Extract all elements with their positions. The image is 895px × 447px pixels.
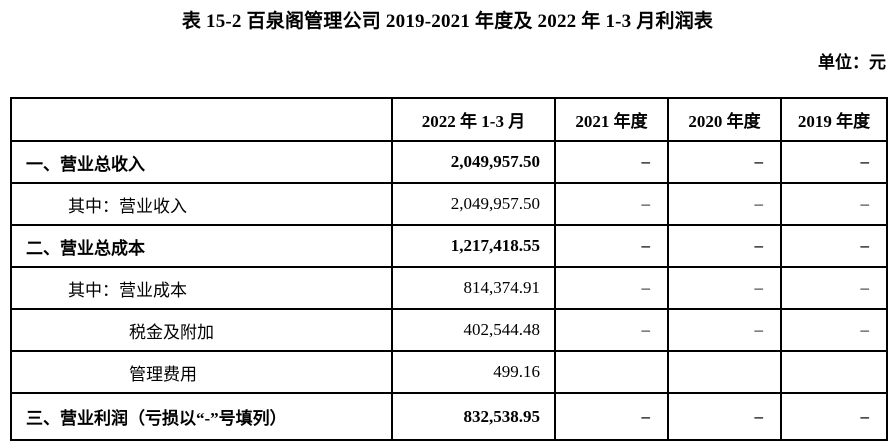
value-2020: – (667, 224, 782, 268)
value-2019 (780, 350, 888, 394)
row-label: 二、营业总成本 (10, 224, 393, 268)
value-2021 (554, 350, 669, 394)
row-label: 税金及附加 (10, 308, 393, 352)
value-2019: – (780, 140, 888, 184)
value-2021: – (554, 224, 669, 268)
value-2022: 402,544.48 (391, 308, 556, 352)
value-2022: 1,217,418.55 (391, 224, 556, 268)
row-label: 其中：营业成本 (10, 266, 393, 310)
value-2020: – (667, 392, 782, 441)
value-2022: 499.16 (391, 350, 556, 394)
row-label: 三、营业利润（亏损以“-”号填列） (10, 392, 393, 441)
value-2022: 2,049,957.50 (391, 140, 556, 184)
value-2019: – (780, 308, 888, 352)
header-item-cell (10, 97, 393, 142)
value-2022: 2,049,957.50 (391, 182, 556, 226)
table-header-row: 2022 年 1-3 月 2021 年度 2020 年度 2019 年度 (10, 97, 888, 142)
document-title: 表 15-2 百泉阁管理公司 2019-2021 年度及 2022 年 1-3 … (181, 11, 714, 32)
header-2021: 2021 年度 (554, 97, 669, 142)
value-2019: – (780, 224, 888, 268)
header-2020: 2020 年度 (667, 97, 782, 142)
unit-label: 单位：元 (818, 53, 886, 72)
value-2019: – (780, 392, 888, 441)
value-2020 (667, 350, 782, 394)
value-2022: 832,538.95 (391, 392, 556, 441)
value-2020: – (667, 308, 782, 352)
header-2019: 2019 年度 (780, 97, 888, 142)
value-2021: – (554, 308, 669, 352)
table-row-admin-expense: 管理费用 499.16 (10, 350, 888, 394)
value-2019: – (780, 266, 888, 310)
table-row-total-revenue: 一、营业总收入 2,049,957.50 – – – (10, 140, 888, 184)
value-2020: – (667, 182, 782, 226)
table-row-operating-profit: 三、营业利润（亏损以“-”号填列） 832,538.95 – – – (10, 392, 888, 441)
value-2022: 814,374.91 (391, 266, 556, 310)
value-2020: – (667, 140, 782, 184)
row-label: 其中：营业收入 (10, 182, 393, 226)
table-row-operating-cost: 其中：营业成本 814,374.91 – – – (10, 266, 888, 310)
table-row-total-cost: 二、营业总成本 1,217,418.55 – – – (10, 224, 888, 268)
header-2022-q1: 2022 年 1-3 月 (391, 97, 556, 142)
table-row-operating-revenue: 其中：营业收入 2,049,957.50 – – – (10, 182, 888, 226)
value-2021: – (554, 182, 669, 226)
value-2021: – (554, 140, 669, 184)
profit-table: 2022 年 1-3 月 2021 年度 2020 年度 2019 年度 一、营… (10, 97, 888, 441)
table-row-taxes-surcharges: 税金及附加 402,544.48 – – – (10, 308, 888, 352)
value-2021: – (554, 266, 669, 310)
row-label: 管理费用 (10, 350, 393, 394)
value-2020: – (667, 266, 782, 310)
value-2021: – (554, 392, 669, 441)
value-2019: – (780, 182, 888, 226)
row-label: 一、营业总收入 (10, 140, 393, 184)
